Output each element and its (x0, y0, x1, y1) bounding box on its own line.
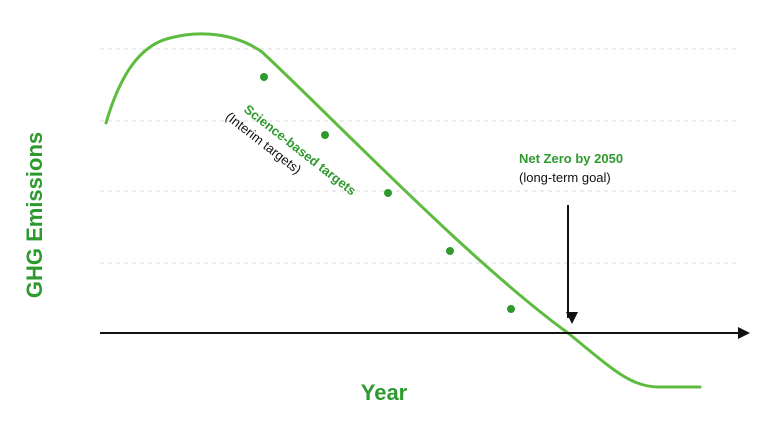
emissions-curve (104, 32, 702, 389)
targets-label: Science-based targets (241, 102, 359, 199)
interim-target-point (507, 305, 515, 313)
x-axis-label: Year (361, 380, 408, 405)
interim-target-point (260, 73, 268, 81)
interim-target-point (384, 189, 392, 197)
y-axis-label: GHG Emissions (22, 132, 47, 298)
net-zero-label: Net Zero by 2050 (519, 151, 623, 166)
interim-target-points (260, 73, 515, 313)
interim-target-point (321, 131, 329, 139)
gridlines (100, 48, 740, 264)
net-zero-sublabel: (long-term goal) (519, 170, 611, 185)
interim-target-point (446, 247, 454, 255)
